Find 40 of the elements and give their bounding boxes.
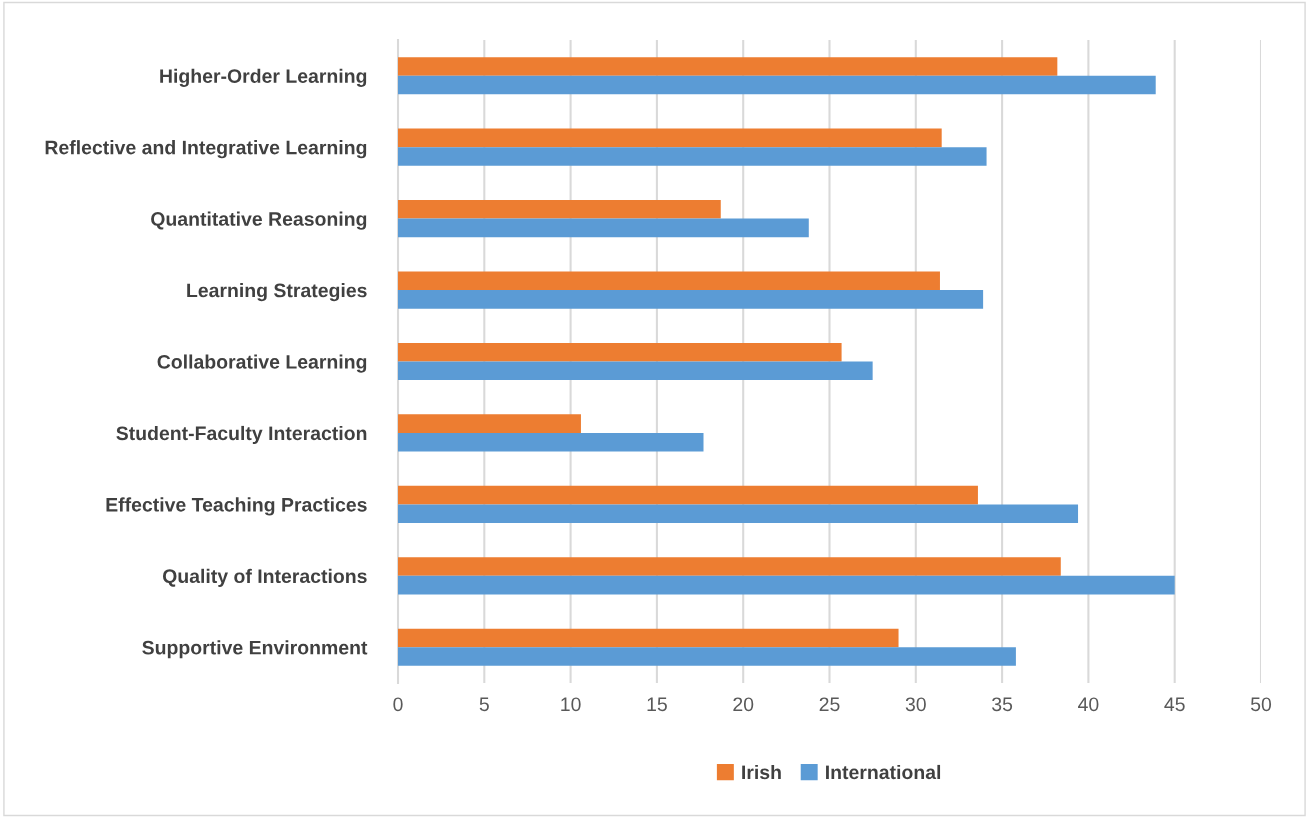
- bar: [398, 342, 842, 362]
- bar: [398, 575, 1175, 595]
- y-tick-label: Student-Faculty Interaction: [116, 425, 367, 445]
- bar: [398, 557, 1061, 576]
- x-tick-label: 30: [905, 697, 926, 712]
- y-tick-label: Reflective and Integrative Learning: [45, 140, 367, 159]
- bar: [398, 414, 581, 433]
- x-tick-label: 45: [1164, 697, 1185, 712]
- y-tick-label: Collaborative Learning: [157, 354, 367, 373]
- bar: [398, 504, 1079, 523]
- bar: [398, 200, 721, 219]
- bar: [398, 628, 899, 648]
- legend-label: International: [826, 764, 941, 780]
- bar: [398, 128, 942, 148]
- bar: [398, 290, 984, 309]
- x-tick-label: 0: [393, 697, 403, 712]
- x-tick-label: 10: [561, 697, 581, 712]
- x-tick-label: 35: [992, 697, 1013, 712]
- bar: [398, 271, 940, 291]
- y-tick-label: Learning Strategies: [187, 283, 367, 302]
- y-tick-label: Quantitative Reasoning: [151, 211, 367, 230]
- bar: [398, 432, 704, 452]
- bar: [398, 361, 873, 381]
- x-tick-label: 40: [1078, 697, 1099, 712]
- x-tick-label: 25: [819, 697, 840, 712]
- y-tick-label: Quality of Interactions: [162, 568, 367, 587]
- x-tick-label: 20: [733, 697, 754, 712]
- x-tick-label: 5: [479, 697, 489, 712]
- bar: [398, 485, 978, 505]
- x-tick-label: 50: [1250, 697, 1272, 712]
- bar: [398, 647, 1016, 666]
- x-tick-label: 15: [647, 697, 667, 712]
- legend-label: Irish: [742, 764, 781, 780]
- y-tick-label: Supportive Environment: [142, 640, 368, 659]
- bar: [398, 147, 987, 166]
- y-tick-label: Higher-Order Learning: [160, 68, 367, 87]
- y-tick-label: Effective Teaching Practices: [106, 497, 367, 516]
- bar: [398, 57, 1058, 76]
- bar: [398, 75, 1156, 95]
- bar: [398, 218, 809, 238]
